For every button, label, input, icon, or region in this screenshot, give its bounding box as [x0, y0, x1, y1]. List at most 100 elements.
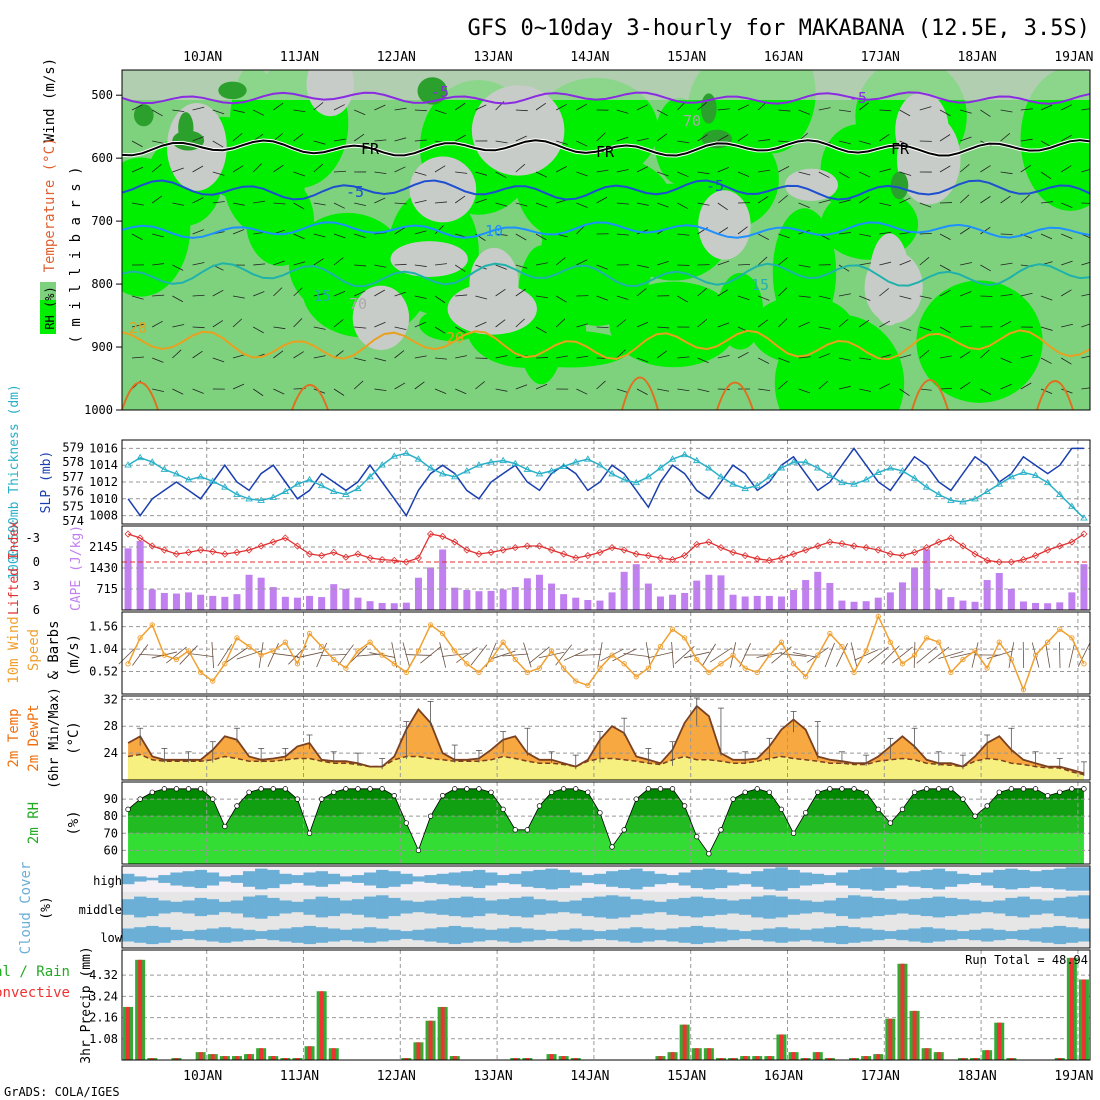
cloud-bar [787, 869, 800, 889]
wind-barb [657, 171, 669, 177]
wind-barb [152, 388, 164, 393]
cloud-bar [932, 868, 946, 890]
wind-barb [172, 295, 184, 303]
series-point [245, 495, 253, 502]
lifted-point [910, 548, 919, 556]
wind-barb [414, 295, 427, 299]
wind-barb [495, 140, 508, 144]
cape-bar [402, 602, 410, 610]
wind-barb [232, 202, 245, 206]
wind-barb [780, 653, 807, 657]
lifted-point [523, 542, 531, 550]
wind-barb [1077, 643, 1091, 667]
rh-point [524, 827, 530, 833]
wind-barb [502, 653, 529, 657]
precip-tick: 4.32 [89, 968, 118, 982]
cloud-bar [303, 872, 316, 886]
cloud-bar [581, 875, 595, 883]
series-point [668, 455, 677, 462]
wind-barb [858, 319, 870, 328]
cloud-bar [303, 899, 316, 915]
wind-barb [576, 388, 588, 395]
series-point [1057, 626, 1063, 632]
cloud-bar [593, 931, 607, 939]
wind-barb [296, 651, 323, 659]
wind-barb [414, 230, 427, 235]
wind-barb [253, 263, 266, 266]
series-point [694, 656, 700, 663]
cloud-bar [969, 929, 982, 941]
rh-point [367, 786, 373, 792]
cape-bar [548, 583, 556, 610]
wind-barb [456, 647, 478, 663]
rh-point [645, 786, 651, 792]
precip-conv-bar [912, 1010, 917, 1060]
cloud-bar [581, 897, 595, 917]
series-point [766, 652, 772, 658]
cape-bar [136, 540, 144, 610]
cloud-bar [279, 900, 292, 914]
wind-barb [824, 642, 835, 668]
wind-barb [353, 133, 365, 142]
wind-barb [737, 133, 749, 142]
lifted-point [632, 550, 640, 558]
wind-barb [677, 202, 689, 210]
lifted-point [281, 534, 289, 542]
wind-barb [152, 357, 164, 363]
wind-barb [394, 166, 406, 173]
wind-barb [737, 171, 750, 178]
cloud-bar [799, 900, 812, 914]
series-point [742, 665, 748, 671]
axis-label: (%) [39, 896, 54, 919]
wind-barb [394, 291, 407, 297]
rh-tick: 70 [104, 826, 118, 840]
precip-conv-bar [997, 1022, 1002, 1060]
series-point [1008, 656, 1014, 663]
wind-barb [391, 642, 398, 668]
lifted-point [608, 544, 616, 552]
wind-barb [405, 654, 432, 656]
wind-barb [232, 318, 243, 328]
temperature-contour [122, 139, 1090, 157]
cloud-bar [811, 901, 825, 913]
cloud-bar [775, 927, 788, 943]
cloud-bar [448, 872, 462, 886]
wind-barb [717, 289, 729, 297]
wind-barb [313, 202, 326, 206]
series-point [765, 472, 774, 480]
date-label-top: 14JAN [570, 50, 609, 65]
series-point [645, 665, 651, 671]
precip-tick: 1.08 [89, 1032, 118, 1046]
rh-point [669, 786, 676, 792]
cloud-bar [763, 895, 776, 919]
cloud-bar [279, 928, 292, 942]
cloud-bar [206, 899, 220, 915]
cloud-bar [509, 873, 522, 885]
cloud-bar [218, 927, 232, 943]
wind-barb [879, 168, 892, 173]
cloud-bar [436, 873, 449, 885]
wind-barb [1000, 320, 1012, 328]
wind-barb [596, 326, 609, 329]
precip-conv-bar [549, 1054, 554, 1060]
lifted-point [439, 532, 447, 540]
wind-barb [899, 171, 912, 176]
wind-barb [555, 644, 573, 666]
cloud-bar [775, 896, 788, 918]
slp-tick: 1014 [89, 458, 118, 472]
cloud-bar [896, 929, 909, 941]
cape-bar [681, 592, 689, 610]
precip-conv-bar [1069, 957, 1074, 1060]
cloud-bar [702, 927, 716, 943]
wind-barb [798, 321, 810, 328]
wind-barb [758, 139, 771, 142]
axis-label: Speed [26, 629, 42, 671]
wind-barb [778, 195, 788, 204]
wind-barb [656, 133, 668, 142]
series-point [608, 470, 616, 477]
cloud-bar [400, 900, 413, 914]
cloud-bar [787, 928, 800, 942]
wind-barb [1000, 383, 1012, 390]
series-point [680, 450, 689, 458]
cape-bar [535, 574, 543, 610]
